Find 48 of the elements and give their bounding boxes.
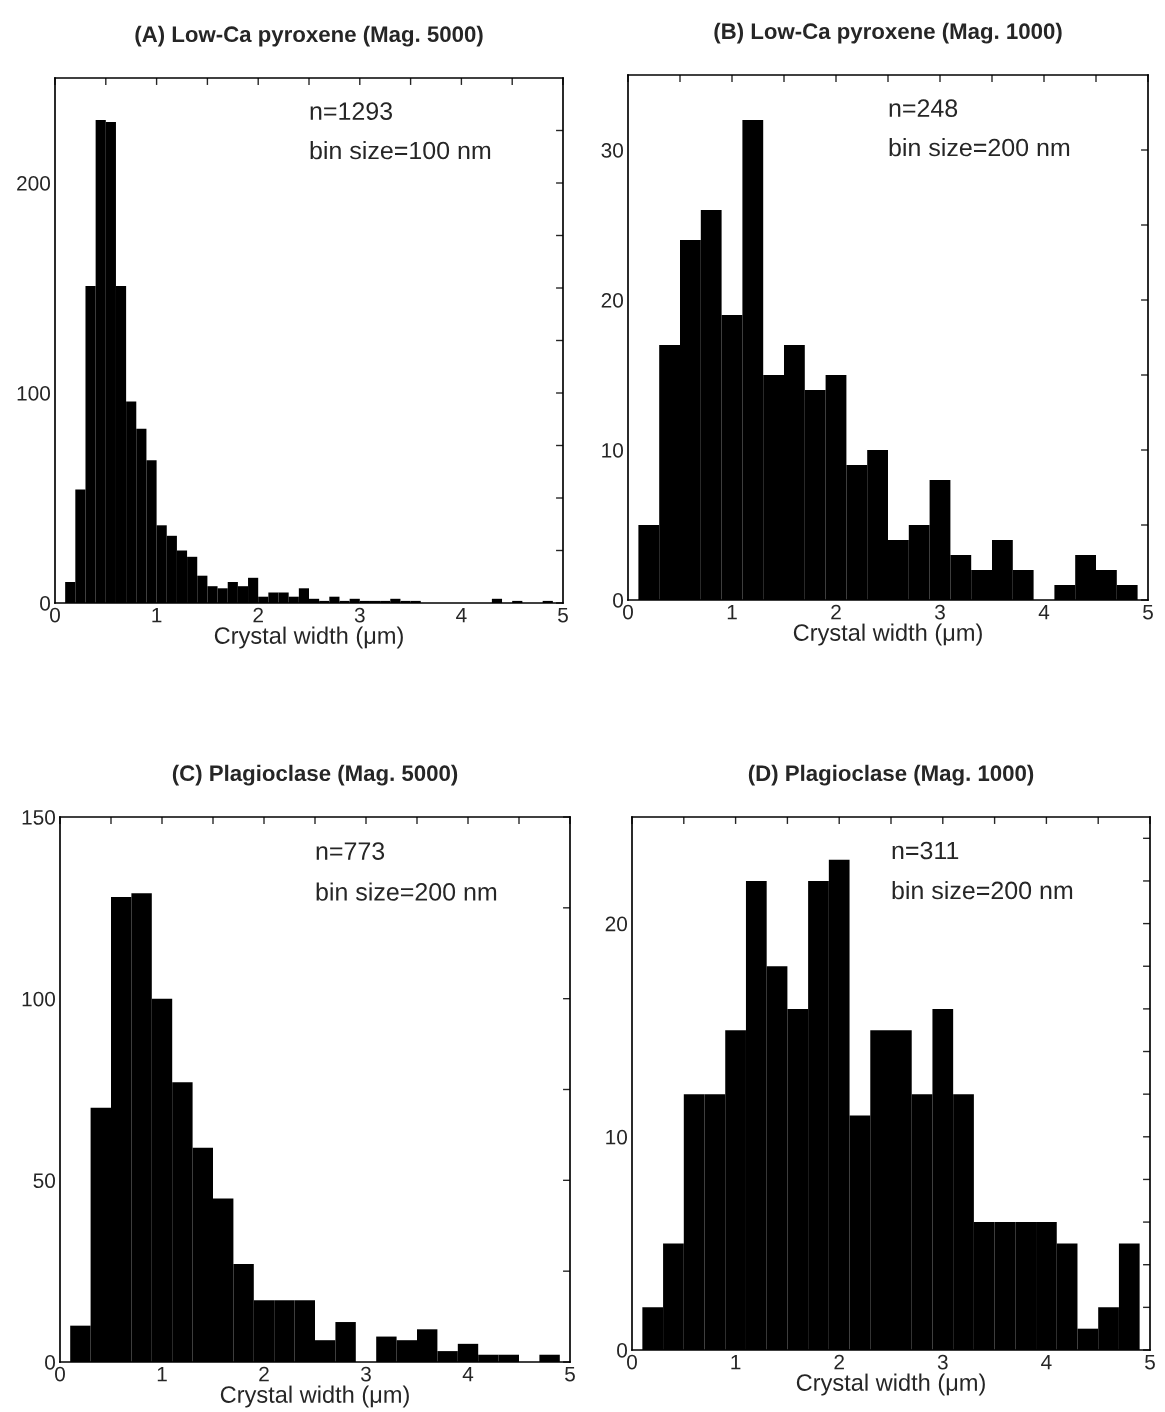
- annotation: bin size=200 nm: [316, 882, 497, 901]
- y-tick-label: 100: [22, 991, 56, 1007]
- y-tick-label: 20: [605, 916, 628, 932]
- x-axis-title: Crystal width (μm): [220, 1385, 409, 1408]
- y-tick-label: 0: [613, 593, 624, 608]
- y-tick-label: 150: [22, 810, 56, 825]
- x-axis-title: Crystal width (μm): [796, 1373, 985, 1396]
- x-tick-label: 1: [157, 1366, 167, 1382]
- x-tick-label: 2: [259, 1366, 269, 1382]
- x-tick-label: 1: [152, 607, 162, 623]
- y-tick-label: 30: [601, 143, 624, 158]
- x-tick-label: 5: [1143, 604, 1153, 620]
- x-tick-label: 5: [1145, 1354, 1155, 1370]
- x-axis-title: Crystal width (μm): [793, 623, 982, 646]
- y-tick-label: 0: [617, 1343, 628, 1358]
- x-tick-label: 4: [462, 1366, 474, 1382]
- annotation: bin size=200 nm: [892, 880, 1073, 900]
- chart-title: (D) Plagioclase (Mag. 1000): [748, 764, 1034, 786]
- x-tick-label: 4: [1038, 604, 1050, 620]
- x-tick-label: 3: [361, 1366, 371, 1382]
- y-tick-label: 20: [601, 293, 624, 308]
- annotation: n=311: [892, 841, 959, 860]
- chart-title: (B) Low-Ca pyroxene (Mag. 1000): [714, 22, 1062, 44]
- x-tick-label: 5: [558, 607, 568, 623]
- x-tick-label: 2: [834, 1354, 844, 1370]
- x-tick-label: 3: [937, 1354, 948, 1370]
- x-tick-label: 4: [456, 607, 467, 623]
- y-tick-label: 100: [17, 386, 51, 401]
- x-tick-label: 1: [727, 604, 737, 620]
- chart-title: (A) Low-Ca pyroxene (Mag. 5000): [135, 25, 483, 47]
- x-tick-label: 4: [1041, 1354, 1052, 1370]
- x-tick-label: 2: [253, 607, 263, 623]
- annotation: n=248: [889, 99, 958, 117]
- chart-title: (C) Plagioclase (Mag. 5000): [172, 764, 458, 786]
- x-tick-label: 5: [565, 1366, 575, 1382]
- annotation: bin size=100 nm: [310, 141, 491, 160]
- x-tick-label: 3: [354, 607, 365, 623]
- x-tick-label: 3: [935, 604, 945, 620]
- x-tick-label: 1: [731, 1354, 741, 1370]
- y-tick-label: 50: [33, 1173, 56, 1189]
- y-tick-label: 200: [17, 176, 51, 191]
- x-tick-label: 2: [831, 604, 841, 620]
- x-axis-title: Crystal width (μm): [214, 626, 403, 649]
- annotation: n=773: [316, 842, 385, 860]
- annotation: n=1293: [310, 102, 393, 120]
- y-tick-label: 10: [606, 1129, 628, 1145]
- y-tick-label: 10: [602, 443, 624, 458]
- annotation: bin size=200 nm: [889, 138, 1070, 157]
